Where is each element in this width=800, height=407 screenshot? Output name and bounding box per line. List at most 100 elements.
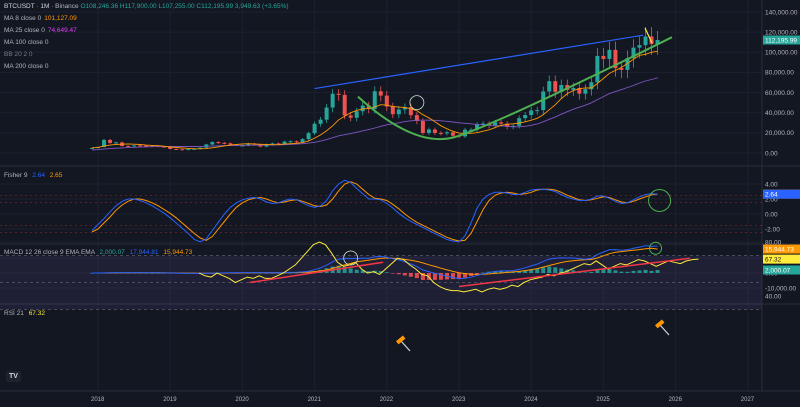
ohlc-values: O108,246.36 H117,900.00 L107,255.00 C112… [80,3,289,10]
macd-histogram-bar [601,269,606,273]
candle-body [595,55,600,83]
macd-tag-bg [763,244,800,254]
fisher-axis-tick-label: 2.00 [765,196,778,203]
candle-body [426,129,431,133]
macd-histogram-bar [414,273,419,279]
candle-body [168,146,173,149]
candle-body [499,122,504,124]
macd-tag: 2,000.07 [765,267,791,274]
macd-histogram-bar [559,268,564,273]
candle-body [517,118,522,126]
x-tick-label: 2026 [669,397,683,403]
x-tick-label: 2027 [741,397,755,403]
macd-histogram-bar [637,270,642,273]
candle-body [378,91,383,96]
rsi-legend[interactable]: RSI 21 67.32 [4,310,45,318]
fisher-axis-tick-label: -2.00 [765,226,780,233]
candle-body [613,49,618,69]
candle-body [396,109,401,115]
rsi-label: RSI 21 [4,310,24,317]
price-axis-tick-label: 120,000.00 [765,29,798,36]
ma8-legend[interactable]: MA 8 close 0 101,127.09 [4,15,77,23]
rsi-axis-tick-label: 80.00 [765,239,782,246]
macd-histogram-bar [89,273,94,274]
candle-body [655,40,660,45]
fisher-legend[interactable]: Fisher 9 2.64 2.65 [4,172,62,180]
macd-histogram-bar [619,271,624,273]
candle-body [583,89,588,94]
rsi-trendline [458,257,691,288]
macd-tag: 15,944.73 [765,246,794,253]
macd-circle-marker [343,250,359,266]
x-tick-label: 2025 [596,397,610,403]
macd-histogram-bar [348,268,353,273]
candle-body [89,147,94,149]
rsi-hammer-icon-head [396,335,406,345]
x-tick-label: 2022 [380,397,394,403]
price-axis-tick-label: 140,000.00 [765,9,798,16]
macd-histogram-bar [523,270,528,273]
tradingview-logo[interactable]: TV [6,371,21,382]
fisher-axis-tick-label: 4.00 [765,181,778,188]
macd-line [92,245,658,280]
symbol-name[interactable]: BTCUSDT [4,3,35,10]
macd-histogram-bar [342,266,347,273]
ma25-line [91,77,658,151]
price-circle-marker [409,95,425,111]
macd-histogram-bar [541,267,546,273]
candle-body [150,145,155,147]
candle-body [210,142,215,145]
macd-tag-bg [763,265,800,275]
price-axis-tick-label: 100,000.00 [765,50,798,57]
bb-legend[interactable]: BB 20 2 0 [4,51,33,59]
candle-body [607,49,612,59]
macd-histogram-bar [156,273,161,274]
candle-body [589,82,594,90]
ma200-legend[interactable]: MA 200 close 0 [4,63,48,71]
macd-histogram-bar [457,273,461,279]
macd-histogram-bar [499,270,504,273]
price-axis-tick-label: 0.00 [765,150,778,157]
macd-histogram-bar [643,269,648,273]
candle-body [390,106,395,115]
candle-body [240,145,245,147]
macd-histogram-bar [270,273,275,274]
price-axis-tick-label: 20,000.00 [765,130,794,137]
candle-body [553,81,558,92]
exchange-label: Binance [55,3,79,10]
macd-histogram-bar [402,273,407,276]
interval-label[interactable]: 1M [40,3,50,10]
candle-body [228,143,233,145]
macd-histogram-bar [276,273,281,274]
rsi-value: 67.32 [28,310,45,317]
candle-body [126,145,131,147]
candle-body [312,123,317,134]
ma25-value: 74,649.47 [47,27,77,34]
ma100-label: MA 100 close 0 [4,39,49,46]
macd-histogram-bar [366,271,371,273]
rsi-trendline [249,261,384,284]
macd-legend[interactable]: MACD 12 26 close 9 EMA EMA 2,000.07 17,9… [4,249,192,257]
macd-histogram-bar [354,269,359,273]
ma100-legend[interactable]: MA 100 close 0 [4,39,48,47]
macd-histogram-bar [150,273,155,274]
candle-body [276,143,281,145]
candle-body [348,115,353,118]
candle-body [114,142,119,144]
macd-histogram-bar [625,271,630,273]
macd-histogram-bar [360,270,365,273]
price-axis-tick-label: 40,000.00 [765,110,794,117]
candle-body [571,87,576,90]
x-tick-label: 2018 [91,397,105,403]
x-tick-label: 2024 [524,397,538,403]
fisher-tag-bg [763,189,800,199]
macd-histogram-bar [481,272,486,274]
ma8-label: MA 8 close 0 [4,15,42,22]
candle-body [631,47,636,59]
candle-body [330,93,335,108]
ma25-legend[interactable]: MA 25 close 0 74,649.47 [4,27,77,35]
price-axis-tick-label: 80,000.00 [765,70,794,77]
candle-body [547,81,552,92]
candle-body [108,139,113,143]
